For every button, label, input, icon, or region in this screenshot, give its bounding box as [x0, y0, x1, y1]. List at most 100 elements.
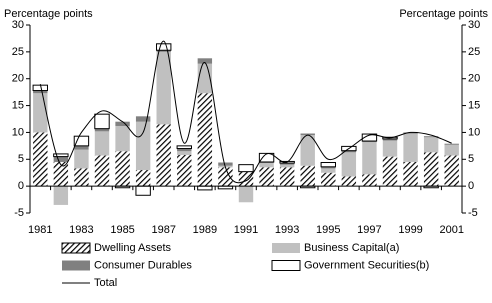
bar [94, 113, 110, 130]
bar [362, 141, 377, 143]
bar [341, 152, 357, 177]
bar [321, 168, 336, 173]
bar [135, 185, 151, 196]
bar [423, 152, 439, 187]
bar [156, 51, 171, 125]
bar [197, 58, 213, 64]
bar [197, 185, 213, 191]
bar [238, 186, 254, 203]
bar [279, 167, 295, 187]
bar [300, 135, 315, 166]
bar [382, 138, 398, 141]
y-tick-label: 15 [12, 99, 24, 111]
bar [156, 50, 171, 52]
bar [362, 142, 377, 175]
x-tick-label: 1993 [275, 224, 299, 236]
bar [341, 150, 357, 153]
bar [259, 161, 274, 164]
bar [156, 124, 171, 187]
bar [444, 143, 459, 145]
y2-tick-label: 15 [468, 99, 480, 111]
x-tick-label: 1991 [234, 224, 258, 236]
x-tick-label: 1983 [69, 224, 93, 236]
y-tick-label: -5 [14, 207, 24, 219]
bar [423, 137, 439, 153]
legend-label: Dwelling Assets [94, 242, 172, 254]
bar [403, 133, 418, 162]
legend-label: Total [94, 277, 117, 289]
x-tick-label: 1989 [193, 224, 217, 236]
y-tick-label: 20 [12, 73, 24, 85]
bar [53, 156, 69, 162]
y2-axis-label: Percentage points [399, 8, 488, 20]
bar [259, 163, 274, 168]
bar [115, 151, 130, 187]
bar [238, 171, 254, 187]
bar [135, 116, 151, 122]
y2-tick-label: 0 [468, 180, 474, 192]
bar [115, 125, 130, 152]
bar [177, 154, 192, 187]
x-tick-label: 1997 [357, 224, 381, 236]
bar [362, 174, 377, 187]
bar [177, 151, 192, 155]
bar [403, 132, 418, 134]
bar [361, 133, 378, 142]
bar [177, 148, 192, 152]
bar [259, 167, 274, 187]
bar [53, 161, 69, 187]
x-tick-label: 1981 [28, 224, 52, 236]
legend-swatch [271, 260, 301, 271]
bar [300, 133, 315, 136]
bar [73, 135, 90, 147]
bar [115, 121, 130, 126]
bar [135, 121, 151, 171]
bar [382, 140, 398, 157]
bar [156, 43, 172, 51]
bar [423, 136, 439, 138]
y2-tick-label: -5 [468, 207, 478, 219]
bar [279, 163, 295, 165]
y2-tick-label: 5 [468, 153, 474, 165]
x-tick-label: 1987 [151, 224, 175, 236]
bar [444, 144, 459, 156]
x-tick-label: 1985 [110, 224, 134, 236]
bar [279, 164, 295, 168]
y-axis-label: Percentage points [4, 8, 93, 20]
bar [321, 166, 336, 169]
y-tick-label: 30 [12, 19, 24, 31]
bar [135, 170, 151, 187]
bar [33, 90, 48, 94]
bar [53, 186, 69, 205]
line [39, 40, 452, 184]
y-tick-label: 10 [12, 126, 24, 138]
bar [320, 162, 336, 168]
y2-tick-label: 25 [468, 46, 480, 58]
bar [382, 156, 398, 187]
bar [444, 155, 459, 187]
y-tick-label: 25 [12, 46, 24, 58]
bar [74, 168, 89, 187]
bar [341, 176, 357, 187]
bar [238, 164, 254, 173]
legend-swatch [62, 260, 90, 271]
bar [218, 167, 233, 187]
x-tick-label: 1999 [398, 224, 422, 236]
y-tick-label: 5 [18, 153, 24, 165]
legend-label: Business Capital(a) [304, 242, 399, 254]
y-tick-label: 0 [18, 180, 24, 192]
y2-tick-label: 30 [468, 19, 480, 31]
legend-swatch [272, 243, 300, 253]
bar [218, 162, 233, 166]
bar [53, 153, 69, 158]
bar [74, 145, 89, 150]
bar [74, 149, 89, 169]
bar [176, 145, 192, 150]
bar [321, 172, 336, 187]
legend-label: Consumer Durables [94, 259, 192, 271]
bar [33, 132, 48, 187]
y2-tick-label: 10 [468, 126, 480, 138]
legend-swatch [61, 242, 91, 254]
bar [403, 161, 418, 187]
